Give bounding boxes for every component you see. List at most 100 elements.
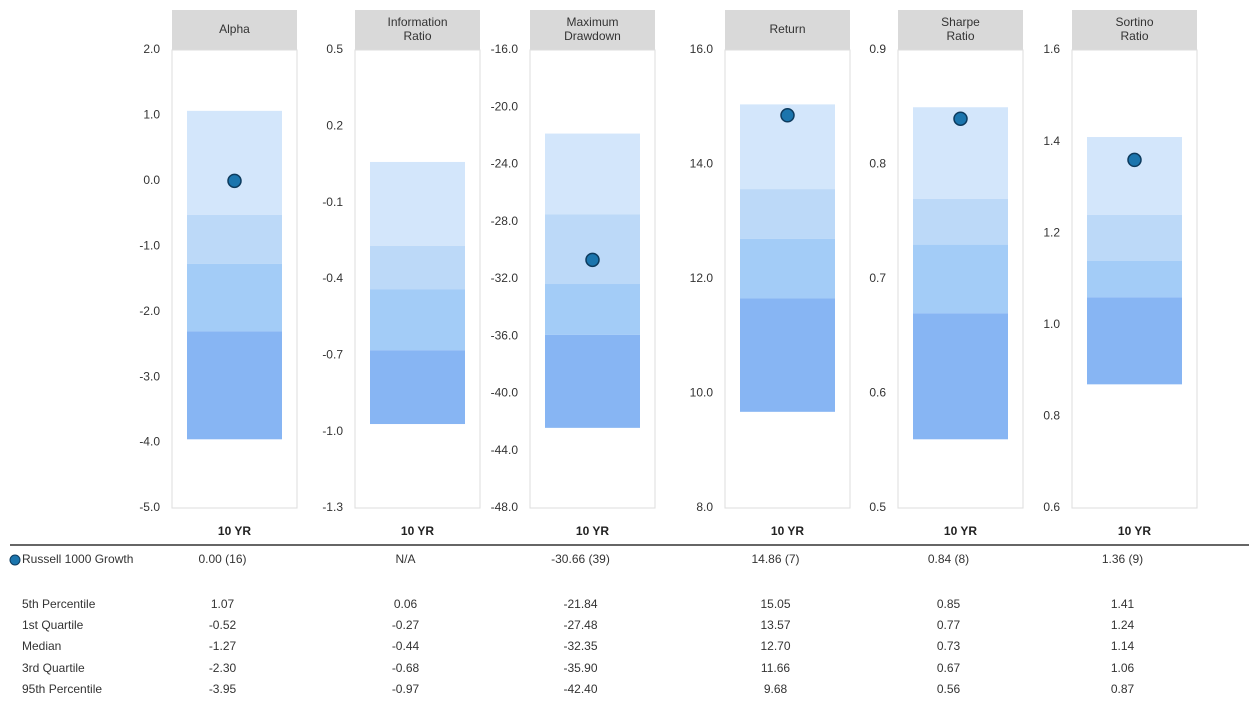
percentile-value: 0.77 [937, 618, 961, 632]
y-tick-label: 0.5 [869, 500, 886, 514]
y-tick-label: 1.6 [1043, 42, 1060, 56]
series-label: Russell 1000 Growth [22, 552, 133, 566]
percentile-value: 0.85 [937, 597, 961, 611]
panel-title: Ratio [946, 29, 974, 43]
panel-title: Information [387, 15, 447, 29]
percentile-value: 1.24 [1111, 618, 1135, 632]
percentile-band [187, 214, 282, 264]
series-point [1127, 152, 1142, 168]
y-tick-label: 12.0 [690, 271, 714, 285]
percentile-value: -32.35 [563, 639, 597, 653]
percentile-value: -0.27 [392, 618, 420, 632]
panel-title: Maximum [566, 15, 618, 29]
point-value: 1.36 (9) [1102, 552, 1143, 566]
percentile-band [1087, 137, 1182, 215]
y-tick-label: 0.2 [326, 119, 343, 133]
y-tick-label: 0.9 [869, 42, 886, 56]
y-tick-label: -24.0 [491, 157, 519, 171]
y-tick-label: 14.0 [690, 157, 714, 171]
period-label: 10 YR [218, 524, 251, 538]
y-tick-label: 1.4 [1043, 134, 1060, 148]
y-tick-label: 16.0 [690, 42, 714, 56]
y-tick-label: 2.0 [143, 42, 160, 56]
percentile-band [545, 214, 640, 285]
y-tick-label: -40.0 [491, 386, 519, 400]
percentile-value: 0.73 [937, 639, 961, 653]
y-tick-label: 0.5 [326, 42, 343, 56]
percentile-band [913, 198, 1008, 245]
percentile-value: 15.05 [760, 597, 790, 611]
percentile-value: 1.41 [1111, 597, 1135, 611]
percentile-value: 1.07 [211, 597, 235, 611]
panel-title: Alpha [219, 22, 250, 36]
y-tick-label: -1.0 [139, 238, 160, 252]
point-value: 0.84 (8) [928, 552, 969, 566]
y-tick-label: -0.7 [322, 348, 343, 362]
percentile-value: -0.44 [392, 639, 420, 653]
percentile-value: 0.06 [394, 597, 418, 611]
y-tick-label: 1.2 [1043, 225, 1060, 239]
percentile-band [545, 334, 640, 428]
row-label: 95th Percentile [22, 682, 102, 696]
panel-title: Ratio [1120, 29, 1148, 43]
panel-header [530, 10, 655, 50]
legend-marker [9, 554, 21, 566]
percentile-value: -21.84 [563, 597, 597, 611]
y-tick-label: -36.0 [491, 328, 519, 342]
percentile-value: -1.27 [209, 639, 237, 653]
y-tick-label: 0.0 [143, 173, 160, 187]
series-point [227, 173, 242, 189]
percentile-value: -3.95 [209, 682, 237, 696]
y-tick-label: 0.7 [869, 271, 886, 285]
panel-header [355, 10, 480, 50]
panel-header [172, 10, 297, 50]
panel-title: Ratio [403, 29, 431, 43]
percentile-value: 12.70 [760, 639, 790, 653]
y-tick-label: -2.0 [139, 304, 160, 318]
row-label: 5th Percentile [22, 597, 96, 611]
percentile-value: -2.30 [209, 661, 237, 675]
y-tick-label: 1.0 [143, 108, 160, 122]
series-point [780, 108, 795, 123]
point-value: -30.66 (39) [551, 552, 610, 566]
y-tick-label: 0.8 [1043, 409, 1060, 423]
row-label: 1st Quartile [22, 618, 84, 632]
percentile-value: -0.68 [392, 661, 420, 675]
period-label: 10 YR [576, 524, 609, 538]
percentile-value: -0.97 [392, 682, 420, 696]
percentile-band [545, 284, 640, 335]
percentile-band [913, 244, 1008, 314]
y-tick-label: 0.6 [1043, 500, 1060, 514]
percentile-band [1087, 260, 1182, 298]
percentile-band [545, 133, 640, 215]
point-value: N/A [395, 552, 415, 566]
panel-title: Sharpe [941, 15, 980, 29]
percentile-value: -27.48 [563, 618, 597, 632]
point-value: 14.86 (7) [751, 552, 799, 566]
percentile-value: -35.90 [563, 661, 597, 675]
y-tick-label: 1.0 [1043, 317, 1060, 331]
panel-header [725, 10, 850, 50]
row-label: 3rd Quartile [22, 661, 85, 675]
y-tick-label: -48.0 [491, 500, 519, 514]
percentile-band [370, 161, 465, 246]
percentile-band [1087, 297, 1182, 385]
percentile-band [740, 238, 835, 299]
percentile-band [187, 110, 282, 215]
percentile-band [740, 189, 835, 239]
y-tick-label: -32.0 [491, 271, 519, 285]
series-point [953, 111, 968, 126]
percentile-band [913, 313, 1008, 440]
percentile-value: 9.68 [764, 682, 788, 696]
period-label: 10 YR [771, 524, 804, 538]
period-label: 10 YR [1118, 524, 1151, 538]
panel-header [1072, 10, 1197, 50]
percentile-value: 1.14 [1111, 639, 1135, 653]
panel-title: Drawdown [564, 29, 621, 43]
y-tick-label: 8.0 [696, 500, 713, 514]
percentile-band [1087, 214, 1182, 261]
period-label: 10 YR [944, 524, 977, 538]
y-tick-label: -4.0 [139, 435, 160, 449]
y-tick-label: -5.0 [139, 500, 160, 514]
